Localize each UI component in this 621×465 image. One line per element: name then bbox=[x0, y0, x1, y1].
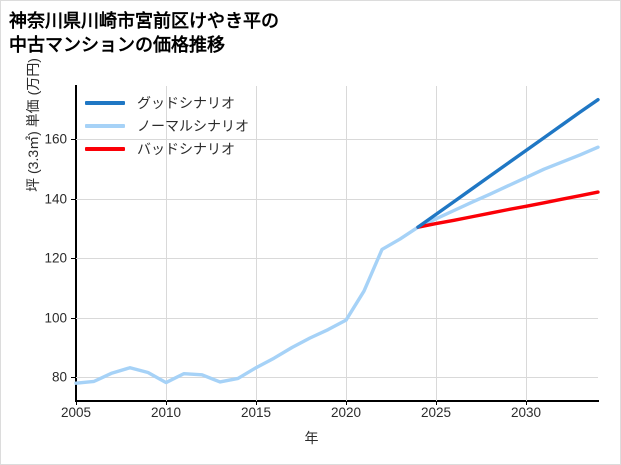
gridline-vertical bbox=[526, 86, 527, 401]
legend-label-bad: バッドシナリオ bbox=[137, 140, 235, 157]
gridline-horizontal bbox=[76, 258, 598, 259]
legend-item[interactable]: ノーマルシナリオ bbox=[85, 114, 249, 137]
y-tick-mark bbox=[71, 139, 76, 141]
legend-label-normal: ノーマルシナリオ bbox=[137, 117, 249, 134]
legend-label-good: グッドシナリオ bbox=[137, 94, 235, 111]
y-tick-mark bbox=[71, 317, 76, 319]
x-tick-mark bbox=[436, 401, 437, 405]
x-tick-mark bbox=[346, 401, 347, 405]
gridline-horizontal bbox=[76, 377, 598, 378]
x-tick-mark bbox=[166, 401, 167, 405]
gridline-horizontal bbox=[76, 139, 598, 140]
gridline-vertical bbox=[166, 86, 167, 401]
series-line bbox=[74, 145, 600, 385]
legend-swatch-bad bbox=[85, 146, 125, 151]
y-axis-line bbox=[75, 85, 77, 402]
chart-legend: グッドシナリオ ノーマルシナリオ バッドシナリオ bbox=[81, 87, 257, 164]
x-tick-mark bbox=[256, 401, 257, 405]
x-tick-label: 2030 bbox=[510, 405, 542, 420]
x-tick-label: 2005 bbox=[60, 405, 92, 420]
x-tick-mark bbox=[526, 401, 527, 405]
chart-title: 神奈川県川崎市宮前区けやき平の 中古マンションの価格推移 bbox=[9, 11, 279, 56]
plot-area bbox=[74, 86, 600, 401]
y-tick-mark bbox=[71, 198, 76, 200]
y-tick-mark bbox=[71, 377, 76, 379]
gridline-vertical bbox=[256, 86, 257, 401]
y-tick-label: 120 bbox=[44, 250, 67, 266]
x-axis-line bbox=[75, 400, 599, 402]
series-line bbox=[416, 97, 600, 229]
y-tick-mark bbox=[71, 258, 76, 260]
gridline-vertical bbox=[346, 86, 347, 401]
x-tick-label: 2010 bbox=[150, 405, 182, 420]
legend-item[interactable]: グッドシナリオ bbox=[85, 91, 249, 114]
gridline-horizontal bbox=[76, 199, 598, 200]
gridline-vertical bbox=[436, 86, 437, 401]
series-lines bbox=[74, 97, 600, 385]
x-tick-label: 2025 bbox=[420, 405, 452, 420]
x-tick-label: 2015 bbox=[240, 405, 272, 420]
y-tick-label: 80 bbox=[51, 369, 67, 385]
legend-swatch-normal bbox=[85, 123, 125, 128]
x-axis-label: 年 bbox=[304, 430, 319, 446]
x-tick-mark bbox=[76, 401, 77, 405]
y-tick-label: 160 bbox=[44, 131, 67, 147]
x-tick-label: 2020 bbox=[330, 405, 362, 420]
series-line bbox=[416, 190, 600, 229]
legend-swatch-good bbox=[85, 100, 125, 105]
y-tick-label: 140 bbox=[44, 191, 67, 207]
gridline-horizontal bbox=[76, 318, 598, 319]
legend-item[interactable]: バッドシナリオ bbox=[85, 137, 249, 160]
y-tick-label: 100 bbox=[44, 310, 67, 326]
